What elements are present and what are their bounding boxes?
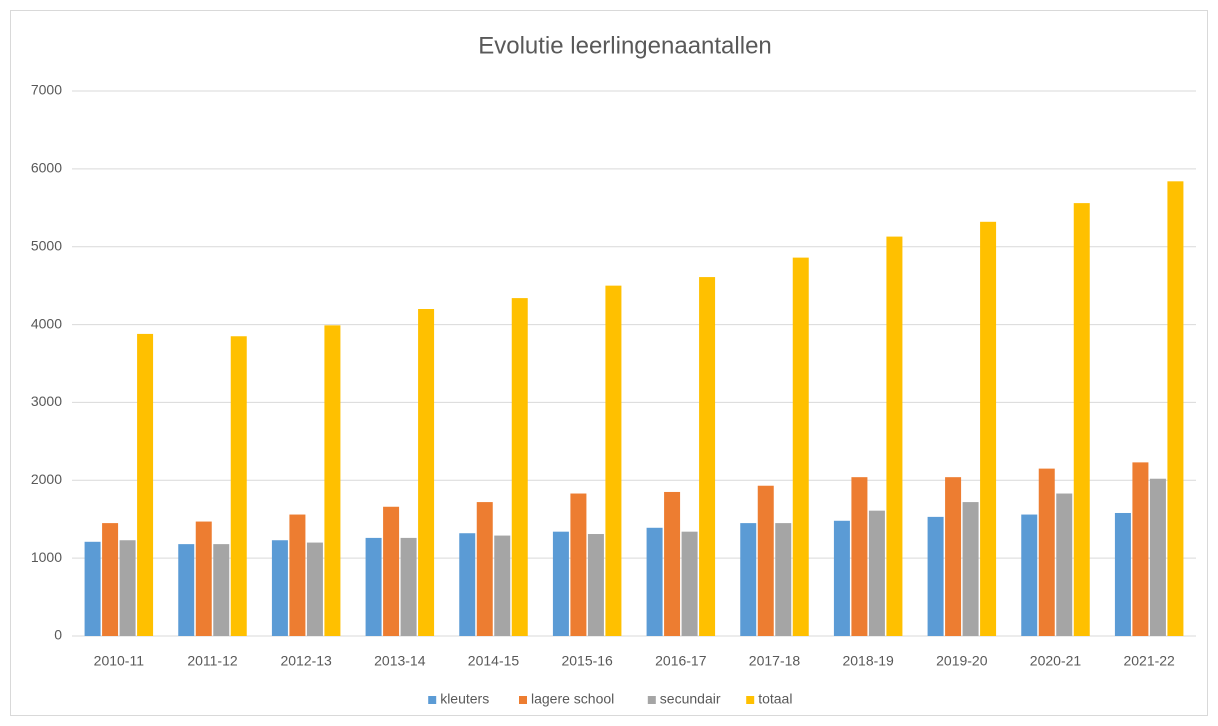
bar — [699, 277, 716, 636]
bar — [851, 477, 868, 636]
bar — [213, 544, 230, 636]
bar — [570, 493, 587, 636]
x-tick-label: 2018-19 — [842, 653, 894, 669]
x-tick-label: 2010-11 — [94, 653, 145, 669]
legend-swatch — [746, 696, 755, 704]
bar — [740, 523, 757, 636]
bar — [230, 336, 247, 636]
bar — [418, 309, 435, 636]
bar — [324, 325, 341, 636]
x-tick-label: 2017-18 — [749, 653, 801, 669]
legend-label: lagere school — [531, 691, 614, 707]
bar — [494, 535, 511, 636]
legend-swatch — [519, 696, 527, 704]
bar — [476, 502, 493, 636]
y-tick-label: 7000 — [31, 82, 62, 98]
x-tick-label: 2014-15 — [468, 653, 520, 669]
bar — [605, 285, 622, 636]
bar — [102, 523, 119, 636]
bar — [1132, 462, 1149, 636]
bar — [195, 521, 212, 636]
x-tick-label: 2015-16 — [561, 653, 613, 669]
y-tick-label: 0 — [54, 627, 62, 643]
bar — [119, 540, 136, 636]
y-tick-label: 2000 — [31, 471, 62, 487]
bar — [927, 516, 944, 636]
legend-swatch — [428, 696, 437, 704]
bar — [664, 491, 681, 636]
bar — [365, 537, 382, 636]
bar — [1114, 512, 1131, 636]
bar — [792, 257, 809, 636]
y-tick-label: 6000 — [31, 160, 62, 176]
bar — [1021, 514, 1038, 636]
bar — [289, 514, 306, 636]
bar — [271, 540, 288, 636]
x-tick-label: 2011-12 — [187, 653, 238, 669]
bar — [868, 510, 885, 636]
bar — [962, 502, 979, 636]
bar — [178, 544, 195, 636]
bar — [511, 298, 528, 636]
bar — [552, 531, 569, 636]
x-tick-label: 2020-21 — [1030, 653, 1082, 669]
x-tick-label: 2019-20 — [936, 653, 988, 669]
chart-title: Evolutie leerlingenaantallen — [478, 32, 772, 59]
bar — [775, 523, 792, 636]
legend-swatch — [647, 696, 656, 704]
bar — [1149, 478, 1166, 636]
bar — [84, 541, 101, 636]
bar — [945, 477, 962, 636]
legend-label: secundair — [660, 691, 721, 707]
y-tick-label: 4000 — [31, 315, 62, 331]
bar — [681, 531, 698, 636]
x-tick-label: 2021-22 — [1123, 653, 1175, 669]
legend-label: kleuters — [440, 691, 489, 707]
bar — [1073, 203, 1090, 636]
legend-label: totaal — [758, 691, 792, 707]
bar — [1056, 493, 1073, 636]
bar — [306, 542, 323, 636]
bar — [1167, 181, 1184, 637]
x-tick-label: 2016-17 — [655, 653, 707, 669]
y-tick-label: 1000 — [31, 549, 62, 565]
bar — [459, 533, 476, 636]
x-tick-label: 2013-14 — [374, 653, 426, 669]
bar — [137, 333, 154, 636]
y-tick-label: 5000 — [31, 237, 62, 253]
x-tick-label: 2012-13 — [280, 653, 332, 669]
y-tick-label: 3000 — [31, 393, 62, 409]
bar — [757, 485, 774, 636]
bar — [980, 221, 997, 637]
bar — [400, 537, 417, 636]
bar — [587, 534, 604, 636]
bar — [833, 520, 850, 636]
bar — [646, 527, 663, 636]
bar — [886, 236, 903, 637]
bar — [383, 506, 400, 636]
bar — [1038, 468, 1055, 636]
